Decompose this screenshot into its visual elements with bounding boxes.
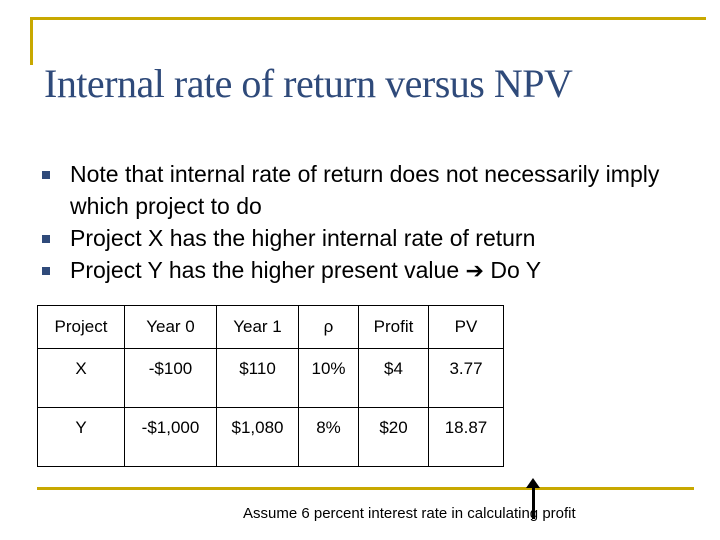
header-cell: Profit bbox=[358, 305, 429, 349]
table-cell: Y bbox=[37, 407, 125, 467]
header-cell: PV bbox=[428, 305, 504, 349]
bullet-conclusion: Do Y bbox=[490, 257, 542, 283]
table-cell: -$1,000 bbox=[124, 407, 217, 467]
table-cell: -$100 bbox=[124, 348, 217, 408]
pointer-arrow-shaft bbox=[532, 485, 535, 519]
slide-title: Internal rate of return versus NPV bbox=[44, 61, 573, 106]
right-arrow-icon: ➔ bbox=[465, 258, 484, 283]
table-cell: 18.87 bbox=[428, 407, 504, 467]
table-cell: $1,080 bbox=[216, 407, 299, 467]
header-cell: ρ bbox=[298, 305, 359, 349]
table-cell: $20 bbox=[358, 407, 429, 467]
bullet-list: Note that internal rate of return does n… bbox=[42, 158, 702, 287]
square-bullet-icon bbox=[42, 235, 50, 243]
table-row: Y -$1,000 $1,080 8% $20 18.87 bbox=[37, 407, 504, 467]
table-cell: 3.77 bbox=[428, 348, 504, 408]
table-cell: X bbox=[37, 348, 125, 408]
footnote: Assume 6 percent interest rate in calcul… bbox=[243, 505, 576, 522]
decorative-left-rule bbox=[30, 17, 33, 65]
bullet-item: Project Y has the higher present value ➔… bbox=[42, 254, 702, 287]
square-bullet-icon bbox=[42, 171, 50, 179]
bullet-text: Project X has the higher internal rate o… bbox=[70, 225, 536, 251]
decorative-top-rule bbox=[30, 17, 706, 20]
table-cell: $4 bbox=[358, 348, 429, 408]
table-cell: 8% bbox=[298, 407, 359, 467]
square-bullet-icon bbox=[42, 267, 50, 275]
bullet-item: Note that internal rate of return does n… bbox=[42, 158, 702, 222]
table-header-row: Project Year 0 Year 1 ρ Profit PV bbox=[37, 305, 504, 349]
irr-npv-table: Project Year 0 Year 1 ρ Profit PV X -$10… bbox=[37, 305, 504, 467]
table-cell: 10% bbox=[298, 348, 359, 408]
table-cell: $110 bbox=[216, 348, 299, 408]
decorative-bottom-rule bbox=[37, 487, 694, 490]
header-cell: Project bbox=[37, 305, 125, 349]
bullet-text: Note that internal rate of return does n… bbox=[70, 161, 660, 219]
header-cell: Year 0 bbox=[124, 305, 217, 349]
up-arrow-icon bbox=[526, 478, 540, 488]
bullet-item: Project X has the higher internal rate o… bbox=[42, 222, 702, 254]
table-row: X -$100 $110 10% $4 3.77 bbox=[37, 348, 504, 408]
bullet-text: Project Y has the higher present value bbox=[70, 257, 460, 283]
header-cell: Year 1 bbox=[216, 305, 299, 349]
